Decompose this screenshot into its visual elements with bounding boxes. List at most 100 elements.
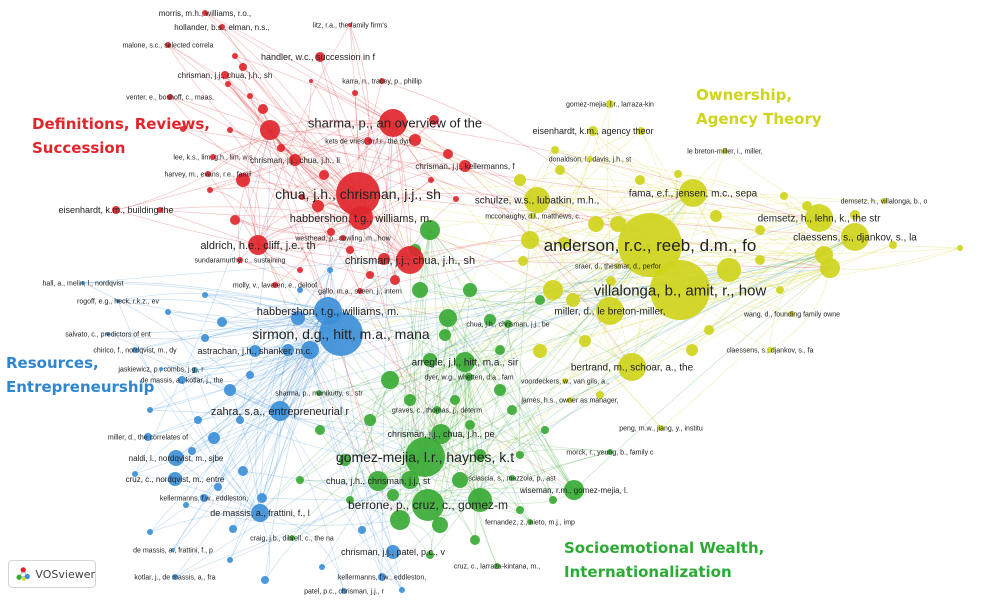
citation-node[interactable]	[319, 170, 329, 180]
citation-node[interactable]	[637, 127, 645, 135]
citation-node[interactable]	[889, 241, 897, 249]
citation-node[interactable]	[192, 367, 198, 373]
citation-node[interactable]	[514, 174, 526, 186]
citation-node[interactable]	[364, 137, 372, 145]
citation-node[interactable]	[327, 228, 335, 236]
node-label[interactable]: gomez-mejia, l.r., haynes, k.t	[336, 449, 514, 465]
node-label[interactable]: karra, n., tracey, p., phillip	[342, 78, 422, 85]
citation-node[interactable]	[401, 471, 419, 489]
node-label[interactable]: miller, d., le breton-miller,	[554, 307, 665, 318]
citation-node[interactable]	[282, 344, 294, 356]
node-label[interactable]: sraer, d., thesmar, d., perfor	[575, 263, 662, 270]
citation-node[interactable]	[246, 371, 254, 379]
citation-node[interactable]	[789, 311, 795, 317]
node-label[interactable]: de massis, a., frattini, f., l	[210, 508, 310, 518]
node-label[interactable]: aldrich, h.e., cliff, j.e., th	[200, 240, 315, 252]
citation-node[interactable]	[167, 94, 173, 100]
citation-node[interactable]	[239, 63, 247, 71]
citation-node[interactable]	[957, 245, 963, 251]
citation-node[interactable]	[346, 496, 354, 504]
citation-node[interactable]	[516, 451, 524, 459]
node-label[interactable]: berrone, p., cruz, c., gomez-m	[348, 498, 508, 512]
node-label[interactable]: naldi, l., nordqvist, m., sjbe	[129, 454, 224, 463]
citation-node[interactable]	[238, 466, 248, 476]
node-label[interactable]: habbershon, t.g., williams, m.	[257, 306, 399, 318]
citation-node[interactable]	[535, 295, 545, 305]
citation-node[interactable]	[704, 325, 714, 335]
citation-node[interactable]	[564, 480, 584, 500]
citation-node[interactable]	[615, 263, 621, 269]
node-label[interactable]: fernandez, z., nieto, m.j., imp	[485, 519, 575, 526]
node-label[interactable]: chrisman, j.j., chua, j.h., pe	[387, 429, 494, 439]
citation-node[interactable]	[378, 253, 390, 265]
citation-node[interactable]	[214, 483, 222, 491]
node-label[interactable]: chua, j.h., chrisman, j.j., st	[326, 476, 431, 486]
citation-node[interactable]	[555, 165, 565, 175]
node-label[interactable]: wang, d., founding family owne	[743, 311, 840, 318]
citation-node[interactable]	[270, 401, 290, 421]
node-label[interactable]: rogoff, e.g., heck, r.k.z., ev	[77, 298, 159, 305]
node-label[interactable]: claessens, s., djankov, s., la	[793, 233, 917, 244]
node-label[interactable]: eisenhardt, k.m., building the	[58, 205, 173, 215]
citation-node[interactable]	[650, 260, 710, 320]
node-label[interactable]: voordeckers, w., van gils, a.,	[521, 378, 609, 385]
citation-node[interactable]	[205, 171, 211, 177]
citation-node[interactable]	[710, 210, 722, 222]
citation-node[interactable]	[301, 341, 319, 359]
node-label[interactable]: chua, j.h., chrisman, j.j., be	[466, 321, 549, 328]
node-label[interactable]: chrisman, j.j., chua, j.h., sh	[345, 255, 475, 267]
node-label[interactable]: miller, d., the correlates of	[108, 434, 188, 441]
citation-node[interactable]	[357, 288, 363, 294]
node-label[interactable]: morris, m.h., williams, r.o.,	[159, 9, 251, 18]
citation-node[interactable]	[776, 286, 784, 294]
citation-node[interactable]	[366, 271, 374, 279]
node-label[interactable]: de massis, a., kotlar, j., the	[141, 377, 224, 384]
citation-node[interactable]	[516, 506, 524, 514]
citation-node[interactable]	[106, 332, 110, 336]
citation-node[interactable]	[610, 216, 626, 232]
citation-node[interactable]	[229, 525, 237, 533]
citation-node[interactable]	[341, 588, 347, 594]
citation-node[interactable]	[850, 210, 860, 220]
node-label[interactable]: sharma, p., manikutty, s., str	[275, 390, 363, 397]
citation-node[interactable]	[722, 148, 728, 154]
citation-node[interactable]	[297, 287, 303, 293]
citation-node[interactable]	[171, 548, 175, 552]
citation-node[interactable]	[452, 472, 468, 488]
citation-node[interactable]	[289, 154, 301, 166]
citation-node[interactable]	[202, 10, 208, 16]
citation-node[interactable]	[159, 367, 163, 371]
vosviewer-logo[interactable]: VOSviewer	[8, 560, 96, 588]
node-label[interactable]: patel, p.c., chrisman, j.j., r	[304, 588, 384, 595]
citation-node[interactable]	[340, 235, 346, 241]
citation-node[interactable]	[596, 391, 604, 399]
node-label[interactable]: fama, e.f., jensen, m.c., sepa	[629, 189, 758, 200]
citation-node[interactable]	[426, 551, 434, 559]
node-label[interactable]: james, h.s., owner as manager,	[520, 397, 618, 404]
citation-node[interactable]	[147, 407, 153, 413]
citation-node[interactable]	[386, 545, 400, 559]
node-label[interactable]: jaskiewicz, p., combs, j.g., r	[117, 366, 204, 373]
citation-node[interactable]	[412, 489, 444, 521]
node-label[interactable]: wiseman, r.m., gomez-mejia, l.	[519, 486, 628, 495]
node-label[interactable]: chua, j.h., chrisman, j.j., sh	[275, 186, 441, 202]
citation-node[interactable]	[168, 450, 184, 466]
node-label[interactable]: peng, m.w., jiang, y., institu	[619, 425, 703, 432]
citation-node[interactable]	[494, 384, 506, 396]
citation-node[interactable]	[717, 258, 741, 282]
citation-node[interactable]	[352, 90, 358, 96]
citation-node[interactable]	[431, 424, 451, 444]
citation-node[interactable]	[459, 160, 471, 172]
citation-node[interactable]	[299, 194, 305, 200]
citation-node[interactable]	[207, 187, 213, 193]
node-label[interactable]: sciascia, s., mazzola, p., ast	[468, 475, 555, 482]
citation-node[interactable]	[755, 225, 765, 235]
citation-node[interactable]	[541, 426, 549, 434]
citation-node[interactable]	[420, 220, 440, 240]
citation-node[interactable]	[312, 200, 324, 212]
node-label[interactable]: lee, k.s., lim, g.h., lim, w.s	[173, 154, 253, 161]
citation-node[interactable]	[315, 52, 325, 62]
citation-node[interactable]	[225, 81, 231, 87]
node-label[interactable]: sharma, p., an overview of the	[308, 116, 482, 131]
citation-node[interactable]	[443, 149, 453, 159]
